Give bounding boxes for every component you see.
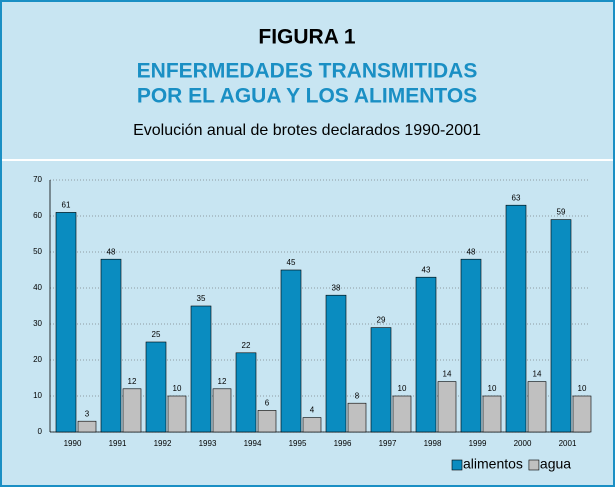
value-label: 45 [287,258,296,267]
bar [482,395,502,433]
value-label: 6 [265,399,270,408]
legend-swatch [451,459,463,471]
bar [145,341,167,433]
legend-swatch [528,459,540,471]
value-label: 14 [533,370,542,379]
value-label: 38 [332,283,341,292]
value-label: 12 [218,377,227,386]
value-label: 61 [62,201,71,210]
x-tick-label: 1996 [334,439,352,448]
value-label: 43 [422,265,431,274]
value-label: 3 [85,409,90,418]
value-label: 25 [152,330,161,339]
value-label: 10 [398,384,407,393]
x-tick-label: 2001 [559,439,577,448]
bar [572,395,592,433]
value-label: 22 [242,341,251,350]
value-label: 4 [310,406,315,415]
bar [77,420,97,433]
legend-label: agua [540,456,571,472]
x-tick-label: 1995 [289,439,307,448]
value-label: 48 [467,247,476,256]
value-label: 35 [197,294,206,303]
bar [505,204,527,433]
description: Evolución anual de brotes declarados 199… [133,122,481,139]
value-label: 8 [355,391,360,400]
bar [55,212,77,433]
subtitle: ENFERMEDADES TRANSMITIDAS [137,60,478,83]
bar [212,388,232,433]
x-tick-label: 1998 [424,439,442,448]
bar [325,294,347,433]
value-label: 59 [557,208,566,217]
x-tick-label: 1990 [64,439,82,448]
x-tick-label: 2000 [514,439,532,448]
y-tick-label: 10 [33,391,42,400]
value-label: 63 [512,193,521,202]
bar [280,269,302,433]
bar [415,276,437,433]
bar [190,305,212,433]
bar [122,388,142,433]
bar [257,410,277,433]
x-tick-label: 1999 [469,439,487,448]
value-label: 10 [578,384,587,393]
x-tick-label: 1997 [379,439,397,448]
y-tick-label: 0 [38,427,43,436]
value-label: 29 [377,316,386,325]
y-tick-label: 50 [33,247,42,256]
value-label: 12 [128,377,137,386]
value-label: 10 [173,384,182,393]
bar [347,402,367,433]
x-tick-label: 1992 [154,439,172,448]
x-tick-label: 1993 [199,439,217,448]
y-tick-label: 70 [33,175,42,184]
bar [302,417,322,433]
y-tick-label: 40 [33,283,42,292]
bar [437,381,457,433]
legend-label: alimentos [463,456,523,472]
x-tick-label: 1994 [244,439,262,448]
bar [460,258,482,433]
value-label: 48 [107,247,116,256]
chart-title: FIGURA 1 [258,26,356,49]
bar [527,381,547,433]
y-tick-label: 20 [33,355,42,364]
bar [235,352,257,433]
bar [100,258,122,433]
bar [550,219,572,433]
value-label: 10 [488,384,497,393]
value-label: 14 [443,370,452,379]
bar [167,395,187,433]
subtitle: POR EL AGUA Y LOS ALIMENTOS [137,85,477,108]
bar [392,395,412,433]
y-tick-label: 60 [33,211,42,220]
bar [370,327,392,433]
x-tick-label: 1991 [109,439,127,448]
y-tick-label: 30 [33,319,42,328]
